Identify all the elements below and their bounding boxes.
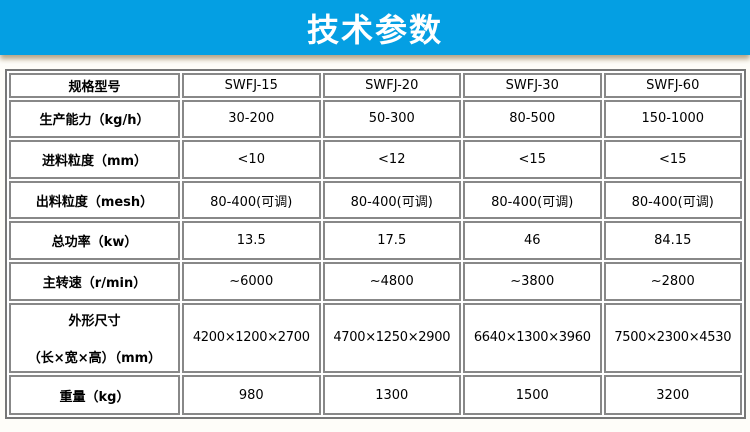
row-label: 生产能力（kg/h） [9, 99, 180, 139]
table-cell: ~3800 [463, 261, 602, 301]
row-label: 总功率（kw） [9, 221, 180, 260]
table-cell: ~2800 [603, 261, 742, 301]
table-cell: 80-400(可调) [322, 180, 461, 220]
table-cell: <10 [182, 140, 321, 179]
table-cell: 1300 [322, 375, 461, 415]
table-cell: 84.15 [603, 221, 742, 260]
table-cell: 13.5 [182, 221, 321, 260]
table-cell: 80-400(可调) [463, 180, 602, 220]
model-header: SWFJ-20 [322, 73, 461, 98]
table-cell: 150-1000 [603, 99, 742, 139]
table-header-row: 规格型号 SWFJ-15 SWFJ-20 SWFJ-30 SWFJ-60 [9, 73, 742, 98]
table-cell: 980 [182, 375, 321, 415]
table-cell: 4200×1200×2700 [182, 302, 321, 374]
table-cell: 46 [463, 221, 602, 260]
table-cell: 50-300 [322, 99, 461, 139]
table-row: 进料粒度（mm） <10 <12 <15 <15 [9, 140, 742, 179]
table-row: 生产能力（kg/h） 30-200 50-300 80-500 150-1000 [9, 99, 742, 139]
table-cell: 6640×1300×3960 [463, 302, 602, 374]
table-row: 总功率（kw） 13.5 17.5 46 84.15 [9, 221, 742, 260]
table-row: 主转速（r/min） ~6000 ~4800 ~3800 ~2800 [9, 261, 742, 301]
table-cell: 4700×1250×2900 [322, 302, 461, 374]
table-row: 重量（kg） 980 1300 1500 3200 [9, 375, 742, 415]
row-label-text: 重量（kg） [59, 389, 130, 405]
model-header: SWFJ-15 [182, 73, 321, 98]
table-cell: ~6000 [182, 261, 321, 301]
row-label: 出料粒度（mesh） [9, 180, 180, 220]
model-header: SWFJ-30 [463, 73, 602, 98]
page-title: 技术参数 [306, 10, 443, 49]
table-cell: 80-400(可调) [603, 180, 742, 220]
row-label-text: 主转速（r/min） [42, 275, 147, 291]
table-cell: 17.5 [322, 221, 461, 260]
table-row: 出料粒度（mesh） 80-400(可调) 80-400(可调) 80-400(可调)… [9, 180, 742, 220]
title-banner: 技术参数 [0, 0, 750, 55]
table-cell: 30-200 [182, 99, 321, 139]
table-cell: <15 [603, 140, 742, 179]
table-cell: 3200 [603, 375, 742, 415]
row-label: 进料粒度（mm） [9, 140, 180, 179]
table-cell: ~4800 [322, 261, 461, 301]
row-label-text: 出料粒度（mesh） [35, 194, 154, 210]
table-cell: 7500×2300×4530 [603, 302, 742, 374]
table-cell: <12 [322, 140, 461, 179]
row-label-text: 进料粒度（mm） [41, 153, 148, 169]
row-label: 重量（kg） [9, 375, 180, 415]
table-cell: <15 [463, 140, 602, 179]
row-label-sub: （长×宽×高）（mm） [27, 350, 162, 366]
row-label-text: 外形尺寸 [68, 313, 121, 329]
row-label: 主转速（r/min） [9, 261, 180, 301]
row-label-text: 总功率（kw） [51, 235, 138, 251]
spec-table: 规格型号 SWFJ-15 SWFJ-20 SWFJ-30 SWFJ-60 生产能… [5, 69, 746, 419]
row-label-text: 生产能力（kg/h） [39, 113, 150, 129]
header-label: 规格型号 [9, 73, 180, 98]
model-header: SWFJ-60 [603, 73, 742, 98]
table-cell: 80-400(可调) [182, 180, 321, 220]
table-cell: 1500 [463, 375, 602, 415]
table-cell: 80-500 [463, 99, 602, 139]
row-label: 外形尺寸 （长×宽×高）（mm） [9, 302, 180, 374]
table-row: 外形尺寸 （长×宽×高）（mm） 4200×1200×2700 4700×1250×2… [9, 302, 742, 374]
